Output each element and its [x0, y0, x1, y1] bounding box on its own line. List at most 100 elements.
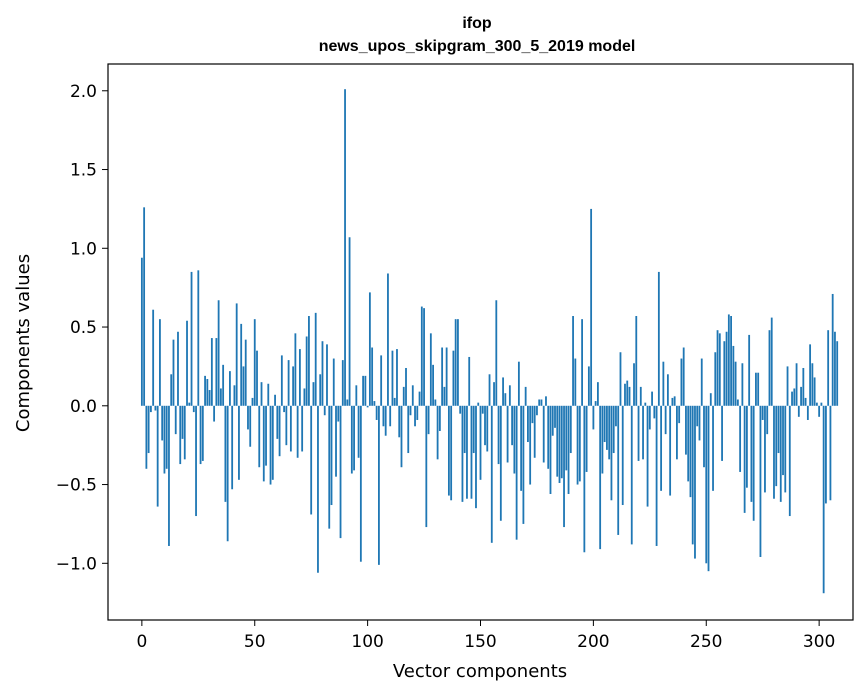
bar-223 — [644, 402, 647, 406]
bar-104 — [375, 405, 378, 420]
bar-32 — [213, 405, 216, 422]
bar-110 — [389, 405, 392, 427]
bar-122 — [416, 405, 419, 420]
bar-292 — [800, 386, 802, 406]
bar-43 — [238, 405, 240, 480]
bar-24 — [195, 405, 197, 517]
bar-41 — [233, 385, 236, 406]
bar-226 — [651, 391, 653, 406]
bar-295 — [806, 405, 809, 420]
bar-98 — [362, 375, 365, 406]
x-tick-label: 150 — [464, 632, 496, 652]
bar-157 — [495, 300, 498, 406]
bar-260 — [727, 314, 730, 406]
bar-269 — [748, 334, 751, 406]
bar-11 — [165, 405, 168, 469]
bar-271 — [752, 405, 755, 521]
bar-55 — [265, 405, 267, 466]
bar-36 — [222, 364, 225, 406]
bar-274 — [759, 405, 762, 557]
bar-299 — [815, 402, 818, 406]
bar-162 — [506, 405, 509, 463]
bar-246 — [696, 405, 699, 427]
bar-133 — [441, 347, 444, 406]
bar-78 — [317, 405, 319, 573]
bar-143 — [463, 405, 466, 454]
bar-144 — [466, 405, 468, 499]
bar-180 — [547, 405, 550, 469]
bar-301 — [820, 402, 823, 406]
bar-1 — [143, 207, 146, 406]
bar-184 — [556, 405, 559, 477]
bar-308 — [836, 341, 839, 406]
bar-137 — [450, 405, 453, 501]
bar-209 — [612, 405, 615, 454]
bar-21 — [188, 402, 191, 406]
bar-283 — [779, 405, 782, 502]
bar-102 — [371, 347, 374, 406]
bar-127 — [427, 405, 430, 435]
bar-221 — [639, 386, 642, 406]
bar-140 — [457, 319, 459, 406]
bar-148 — [475, 405, 477, 509]
bar-259 — [725, 331, 728, 406]
bar-169 — [522, 405, 525, 524]
bar-276 — [764, 405, 766, 493]
bar-86 — [335, 405, 337, 477]
bar-44 — [240, 323, 243, 406]
y-tick-label: 1.0 — [70, 239, 97, 259]
bar-210 — [615, 405, 617, 427]
x-tick-label: 100 — [351, 632, 383, 652]
bar-99 — [364, 375, 367, 406]
bar-61 — [278, 405, 281, 457]
bar-124 — [420, 306, 423, 406]
bar-88 — [339, 405, 342, 539]
bar-132 — [438, 405, 441, 431]
bar-174 — [533, 405, 536, 458]
bar-179 — [545, 396, 547, 406]
bar-20 — [186, 320, 188, 406]
bar-115 — [400, 405, 403, 468]
bar-4 — [149, 405, 152, 413]
x-tick-label: 300 — [803, 632, 835, 652]
bar-67 — [292, 366, 295, 406]
bar-272 — [755, 372, 757, 406]
bar-28 — [204, 375, 206, 406]
bar-284 — [782, 405, 784, 476]
bar-197 — [585, 405, 588, 472]
bar-65 — [287, 360, 290, 406]
bar-305 — [829, 405, 832, 501]
bar-84 — [330, 405, 333, 506]
bar-208 — [610, 405, 613, 501]
bar-18 — [181, 405, 184, 439]
bar-224 — [646, 405, 649, 507]
bar-48 — [249, 405, 252, 447]
bar-33 — [215, 338, 218, 406]
bar-199 — [590, 208, 593, 406]
y-tick-label: 0.5 — [70, 318, 97, 338]
bar-233 — [666, 374, 669, 406]
bar-192 — [574, 358, 577, 406]
bar-139 — [454, 319, 457, 406]
bar-121 — [414, 405, 416, 427]
bar-5 — [152, 309, 155, 406]
bar-89 — [341, 360, 344, 406]
bar-165 — [513, 405, 516, 474]
bar-123 — [418, 391, 421, 406]
bars-group — [140, 89, 839, 594]
bar-112 — [393, 397, 396, 406]
bar-234 — [669, 405, 672, 496]
bar-92 — [348, 237, 351, 406]
bar-188 — [565, 405, 568, 471]
bar-45 — [242, 366, 245, 406]
bar-277 — [766, 405, 769, 435]
bar-175 — [536, 405, 538, 416]
bar-252 — [709, 393, 712, 406]
bar-77 — [314, 312, 317, 406]
bar-263 — [734, 361, 737, 406]
bar-186 — [560, 405, 563, 479]
bar-298 — [813, 377, 816, 406]
bar-230 — [660, 405, 663, 491]
bar-108 — [384, 405, 387, 436]
bar-159 — [499, 405, 502, 521]
